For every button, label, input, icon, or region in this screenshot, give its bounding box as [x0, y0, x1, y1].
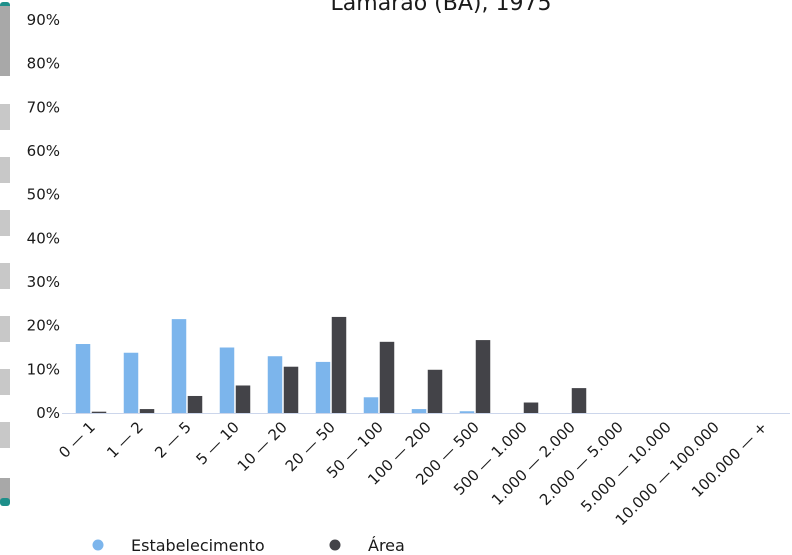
x-tick-label: 1.000 — 2.000 — [488, 418, 579, 509]
legend-marker — [329, 539, 341, 551]
scroll-tick-3 — [0, 210, 10, 236]
y-tick-label: 40% — [27, 229, 60, 247]
scroll-rail[interactable] — [0, 0, 12, 555]
x-tick-label: 10 — 20 — [234, 418, 291, 475]
legend-label: Área — [368, 536, 405, 555]
legend-item-estabelecimento[interactable]: Estabelecimento — [92, 536, 265, 555]
scroll-tick-4 — [0, 263, 10, 289]
y-tick-label: 10% — [27, 360, 60, 378]
y-tick-label: 90% — [27, 11, 60, 29]
bar-area[interactable] — [91, 411, 107, 413]
bar-estabelecimento[interactable] — [315, 361, 331, 413]
chart-title: Lamarão (BA), 1975 — [331, 0, 552, 16]
bars — [75, 316, 587, 414]
x-tick-label: 2 — 5 — [151, 418, 195, 462]
bar-estabelecimento[interactable] — [267, 356, 283, 413]
scroll-tick-6 — [0, 369, 10, 395]
y-tick-label: 0% — [36, 404, 60, 422]
scroll-tick-5 — [0, 316, 10, 342]
legend-marker — [92, 539, 104, 551]
bar-estabelecimento[interactable] — [459, 411, 475, 413]
scroll-tick-2 — [0, 157, 10, 183]
bar-area[interactable] — [187, 395, 203, 413]
y-tick-label: 80% — [27, 55, 60, 73]
bar-area[interactable] — [571, 388, 587, 413]
scroll-thumb[interactable] — [0, 6, 10, 76]
scroll-tick-7 — [0, 422, 10, 448]
scroll-tick-1 — [0, 104, 10, 130]
y-tick-label: 60% — [27, 142, 60, 160]
legend: Estabelecimento Área — [92, 536, 405, 555]
y-tick-label: 50% — [27, 186, 60, 204]
bar-area[interactable] — [475, 340, 491, 413]
scroll-rail-bottom-cap — [0, 498, 10, 506]
bar-area[interactable] — [139, 409, 155, 413]
y-tick-label: 70% — [27, 98, 60, 116]
bar-area[interactable] — [331, 316, 347, 413]
x-tick-label: 0 — 1 — [55, 418, 99, 462]
bar-area[interactable] — [283, 366, 299, 413]
y-axis: 0% 10% 20% 30% 40% 50% 60% 70% 80% 90% — [27, 11, 60, 422]
y-tick-label: 30% — [27, 273, 60, 291]
bar-estabelecimento[interactable] — [219, 347, 235, 414]
x-tick-label: 2.000 — 5.000 — [536, 418, 627, 509]
bar-estabelecimento[interactable] — [123, 352, 139, 413]
scroll-tick-8 — [0, 478, 10, 502]
bar-estabelecimento[interactable] — [171, 319, 187, 413]
y-tick-label: 20% — [27, 317, 60, 335]
x-tick-label: 1 — 2 — [103, 418, 147, 462]
bar-area[interactable] — [235, 385, 251, 413]
legend-label: Estabelecimento — [131, 536, 265, 555]
bar-estabelecimento[interactable] — [411, 409, 427, 413]
legend-item-area[interactable]: Área — [329, 536, 405, 555]
bar-area[interactable] — [523, 402, 539, 413]
bar-estabelecimento[interactable] — [75, 344, 91, 413]
bar-area[interactable] — [379, 341, 395, 413]
bar-area[interactable] — [427, 369, 443, 413]
bar-estabelecimento[interactable] — [363, 397, 379, 413]
